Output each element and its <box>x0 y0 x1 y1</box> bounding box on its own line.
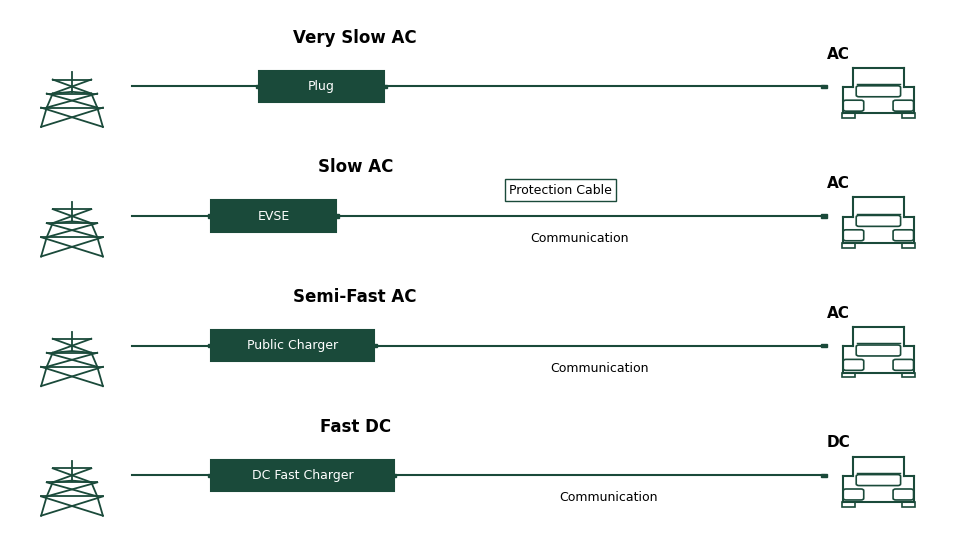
Bar <box>901 113 915 118</box>
Bar <box>211 200 336 232</box>
Bar <box>821 85 827 88</box>
Bar <box>381 85 387 88</box>
Text: Protection Cable: Protection Cable <box>509 184 612 197</box>
Text: Slow AC: Slow AC <box>318 158 393 177</box>
Text: EVSE: EVSE <box>257 210 290 222</box>
Text: Public Charger: Public Charger <box>248 339 338 352</box>
Bar <box>208 344 214 347</box>
Bar <box>391 474 396 477</box>
Bar <box>821 214 827 218</box>
Bar <box>842 502 855 507</box>
Text: DC: DC <box>827 435 850 450</box>
Text: Fast DC: Fast DC <box>320 417 391 436</box>
Bar <box>372 344 377 347</box>
Bar <box>211 330 374 361</box>
Bar <box>901 243 915 247</box>
Bar <box>901 502 915 507</box>
Text: Communication: Communication <box>550 362 648 375</box>
Text: AC: AC <box>827 176 850 191</box>
Bar <box>842 373 855 377</box>
Text: Plug: Plug <box>308 80 335 93</box>
Bar <box>259 71 384 102</box>
Bar <box>256 85 262 88</box>
Text: DC Fast Charger: DC Fast Charger <box>252 469 353 482</box>
Bar <box>821 474 827 477</box>
Text: Semi-Fast AC: Semi-Fast AC <box>294 288 417 306</box>
Text: AC: AC <box>827 46 850 62</box>
Bar <box>208 474 214 477</box>
Bar <box>901 373 915 377</box>
Bar <box>333 214 339 218</box>
Bar <box>842 243 855 247</box>
Bar <box>821 344 827 347</box>
Bar <box>208 214 214 218</box>
Text: AC: AC <box>827 306 850 321</box>
Bar <box>842 113 855 118</box>
Text: Very Slow AC: Very Slow AC <box>294 29 417 47</box>
Text: Communication: Communication <box>531 232 629 245</box>
Bar <box>211 460 394 491</box>
Text: Communication: Communication <box>560 491 658 504</box>
